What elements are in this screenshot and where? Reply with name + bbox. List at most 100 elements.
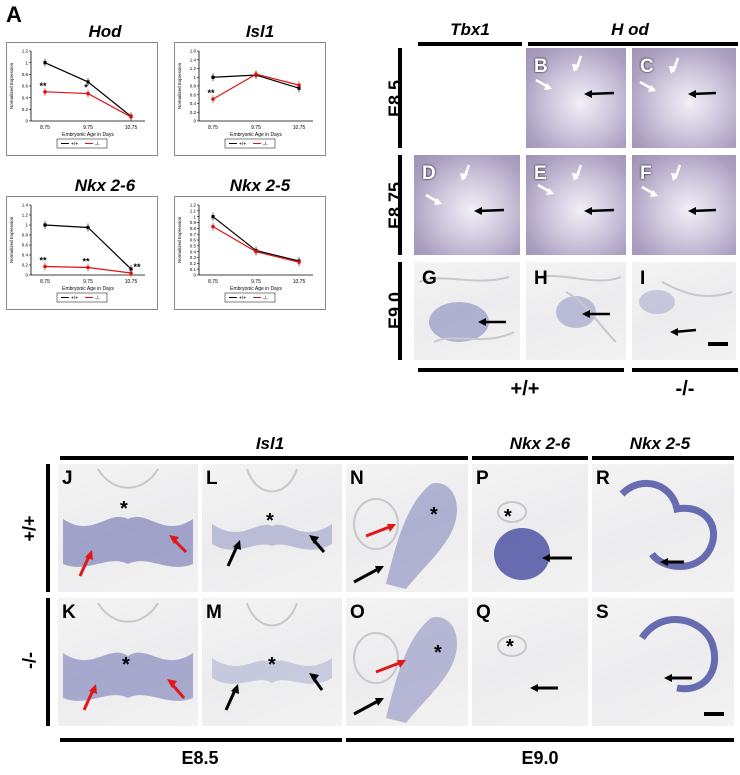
header-bar-isl1 <box>60 456 468 460</box>
panel-p-drawing <box>494 501 572 580</box>
y-tick-label: 1 <box>193 75 196 80</box>
panel-c-arrows <box>639 57 717 98</box>
row-label-wt: +/+ <box>19 515 40 542</box>
stage-bar-e90 <box>346 738 734 742</box>
legend-label: -/- <box>95 142 100 148</box>
panel-r-letter: R <box>596 468 610 489</box>
x-tick-label: 10.75 <box>125 279 138 285</box>
x-tick-label: 8.75 <box>40 279 50 285</box>
chart-nkx26-svg: 0 0.2 0.4 0.6 0.8 1 1.2 1.4 8.75 9.75 10.75 Embryon… <box>9 203 145 303</box>
y-tick-label: 0.2 <box>190 261 197 266</box>
header-bar-nkx25 <box>592 456 734 460</box>
row-label-e85: E8.5 <box>385 79 406 118</box>
panel-m-letter: M <box>206 602 222 623</box>
genotype-label-ko-top: -/- <box>675 378 695 400</box>
y-tick-label: 0.5 <box>190 243 197 248</box>
legend-label: -/- <box>263 142 268 148</box>
y-tick-label: 0 <box>193 273 196 278</box>
data-point-ko <box>86 91 90 96</box>
y-tick-label: 0 <box>193 119 196 124</box>
legend-box <box>56 292 108 303</box>
x-axis-label: Embryonic Age in Days <box>62 286 114 292</box>
significance-marker: ** <box>39 81 47 91</box>
legend-label: -/- <box>263 296 268 302</box>
x-tick-label: 8.75 <box>208 125 218 131</box>
row-label-ko: -/- <box>19 652 40 669</box>
significance-marker: ** <box>207 88 215 98</box>
panel-e-letter: E <box>534 163 547 184</box>
panel-h-image: H <box>526 262 626 360</box>
y-axis-label: Normalized Expression <box>9 62 14 109</box>
panel-q-image: Q * <box>472 598 588 726</box>
chart-title-hod: Hod <box>88 22 122 41</box>
header-bar-tbx1 <box>418 42 522 46</box>
legend-box <box>224 138 276 149</box>
stage-bar-e85 <box>60 738 342 742</box>
y-tick-label: 0.8 <box>190 84 197 89</box>
legend-label: +/+ <box>71 296 78 302</box>
data-point-ko <box>43 90 47 94</box>
data-point-ko <box>254 72 258 76</box>
y-tick-label: 1.2 <box>190 203 197 208</box>
y-tick-label: 0.2 <box>22 263 29 268</box>
panel-i-drawing <box>639 281 733 346</box>
panel-p-letter: P <box>476 468 489 489</box>
y-tick-label: 0.1 <box>190 267 197 272</box>
panel-n-drawing <box>353 483 457 589</box>
y-tick-label: 0.3 <box>190 255 197 260</box>
data-point-ko <box>129 271 133 275</box>
panel-b-letter: B <box>534 56 548 77</box>
panel-k-star: * <box>122 654 130 676</box>
panel-m-drawing <box>212 602 332 711</box>
data-point-wt <box>86 225 90 230</box>
panel-k-letter: K <box>62 602 76 623</box>
y-tick-label: 0.4 <box>22 253 29 258</box>
chart-isl1: 0 0.2 0.4 0.6 0.8 1 1.2 1.4 1.6 8.75 9.75 10.75 Embr… <box>174 42 326 156</box>
genotype-bar-wt-top <box>418 368 624 372</box>
y-axis-label: Normalized Expression <box>9 216 14 263</box>
panel-p-image: P * <box>472 464 588 592</box>
row-bar-wt <box>46 464 50 592</box>
header-nkx26-bottom: Nkx 2-6 <box>509 434 571 453</box>
panel-i-letter: I <box>640 268 646 289</box>
stage-label-e90: E9.0 <box>521 748 559 768</box>
panel-d-image: D <box>414 155 520 255</box>
chart-nkx25: 0 0.1 0.2 0.3 0.4 0.5 0.6 0.7 0.8 0.9 1 1.1 1.2 8.75 9… <box>174 196 326 310</box>
y-tick-label: 0.4 <box>190 101 197 106</box>
header-tbx1: Tbx1 <box>450 20 490 39</box>
legend-label: +/+ <box>71 142 78 148</box>
chart-title-nkx25: Nkx 2-5 <box>229 176 291 195</box>
row-bar-e90 <box>398 262 402 360</box>
x-tick-label: 9.75 <box>83 279 93 285</box>
panel-d-arrows <box>425 164 505 215</box>
y-axis-label: Normalized Expression <box>177 62 182 109</box>
panel-tbx1-e85-blank <box>414 48 520 148</box>
panel-j-star: * <box>120 498 128 520</box>
header-bar-nkx26 <box>472 456 588 460</box>
row-bar-e85 <box>398 48 402 148</box>
header-nkx25-bottom: Nkx 2-5 <box>629 434 691 453</box>
significance-marker: ** <box>39 256 47 266</box>
panel-g-drawing <box>418 276 515 343</box>
y-tick-label: 0 <box>25 273 28 278</box>
panel-r-image: R <box>592 464 734 592</box>
genotype-label-wt-top: +/+ <box>510 378 540 400</box>
legend-label: +/+ <box>239 142 246 148</box>
header-isl1-bottom: Isl1 <box>255 434 285 453</box>
chart-hod: 0 0.2 0.4 0.6 0.8 1 1.2 8.75 9.75 10.75 Embryonic … <box>6 42 158 156</box>
panel-n-star: * <box>430 504 438 526</box>
panel-f-arrows <box>641 164 717 215</box>
y-tick-label: 1 <box>25 60 28 65</box>
panel-l-drawing <box>212 468 332 567</box>
panel-c-image: C <box>632 48 736 148</box>
chart-isl1-svg: 0 0.2 0.4 0.6 0.8 1 1.2 1.4 1.6 8.75 9.75 10.75 Embr… <box>177 49 313 149</box>
panel-b-arrows <box>535 55 615 98</box>
y-tick-label: 1.4 <box>190 57 197 62</box>
x-axis-label: Embryonic Age in Days <box>230 132 282 138</box>
significance-marker: ** <box>133 262 141 272</box>
x-tick-label: 9.75 <box>83 125 93 131</box>
y-tick-label: 1.2 <box>22 49 29 54</box>
panel-k-drawing <box>63 602 193 711</box>
y-tick-label: 0.8 <box>190 226 197 231</box>
panel-o-image: O * <box>346 598 468 726</box>
